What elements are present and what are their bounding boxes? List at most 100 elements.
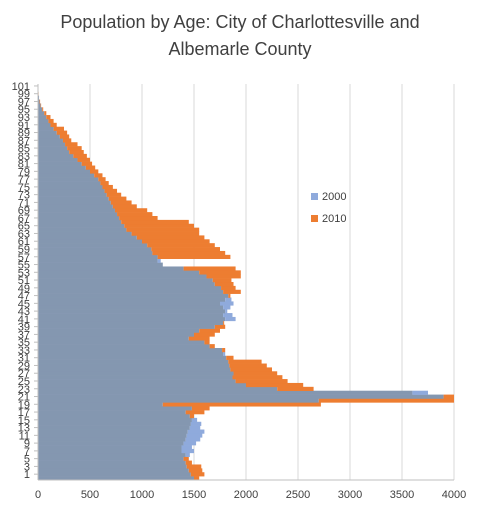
bar-overlap-age-84 bbox=[38, 150, 70, 155]
bar-overlap-age-72 bbox=[38, 196, 109, 201]
bar-2010-excess-age-17 bbox=[185, 410, 205, 415]
bar-overlap-age-65 bbox=[38, 223, 125, 228]
bar-2010-excess-age-97 bbox=[39, 99, 41, 104]
bar-2010-excess-age-2 bbox=[188, 468, 203, 473]
y-tick-label-27: 27 bbox=[18, 368, 30, 380]
bar-overlap-age-60 bbox=[38, 243, 148, 248]
bar-2010-excess-age-49 bbox=[221, 285, 236, 291]
bar-overlap-age-64 bbox=[38, 227, 127, 232]
bar-overlap-age-2 bbox=[38, 468, 189, 473]
bar-2010-excess-age-88 bbox=[59, 134, 70, 139]
y-tick-label-55: 55 bbox=[18, 260, 30, 272]
bar-2010-excess-age-64 bbox=[126, 227, 200, 232]
bar-overlap-age-10 bbox=[38, 437, 186, 442]
bar-overlap-age-93 bbox=[38, 115, 47, 120]
legend-label-2010: 2010 bbox=[322, 213, 346, 225]
y-tick-label-11: 11 bbox=[19, 430, 30, 442]
x-tick-label-7: 3500 bbox=[390, 489, 414, 501]
bar-2000-excess-age-8 bbox=[181, 445, 192, 450]
y-tick-label-31: 31 bbox=[18, 353, 30, 365]
bar-overlap-age-59 bbox=[38, 247, 152, 252]
bar-2000-excess-age-15 bbox=[191, 417, 198, 423]
bar-overlap-age-32 bbox=[38, 351, 224, 357]
bar-2000-excess-age-44 bbox=[223, 305, 231, 310]
bar-2010-excess-age-47 bbox=[228, 293, 231, 298]
bar-overlap-age-66 bbox=[38, 219, 122, 225]
y-tick-label-79: 79 bbox=[18, 166, 30, 178]
bar-2010-excess-age-94 bbox=[44, 111, 47, 116]
bar-2010-excess-age-74 bbox=[104, 188, 118, 194]
bar-overlap-age-45 bbox=[38, 301, 220, 306]
bar-2010-excess-age-86 bbox=[65, 142, 78, 147]
bar-2010-excess-age-95 bbox=[42, 107, 44, 112]
bar-2000-excess-age-6 bbox=[185, 452, 190, 458]
bar-overlap-age-21 bbox=[38, 394, 444, 399]
y-tick-label-75: 75 bbox=[18, 182, 30, 194]
bar-overlap-age-47 bbox=[38, 293, 229, 298]
bar-overlap-age-88 bbox=[38, 134, 60, 139]
bar-2010-excess-age-34 bbox=[209, 344, 215, 349]
bar-overlap-age-79 bbox=[38, 169, 90, 174]
bar-2000-excess-age-43 bbox=[225, 309, 228, 314]
bar-2010-excess-age-16 bbox=[189, 414, 194, 419]
x-tick-label-4: 2000 bbox=[234, 489, 258, 501]
bar-2000-excess-age-42 bbox=[223, 313, 233, 318]
bar-overlap-age-62 bbox=[38, 235, 137, 240]
bar-2010-excess-age-90 bbox=[53, 126, 64, 131]
bar-overlap-age-23 bbox=[38, 386, 278, 392]
bar-overlap-age-25 bbox=[38, 379, 236, 384]
bar-2010-excess-age-89 bbox=[56, 130, 68, 135]
bar-2010-excess-age-92 bbox=[48, 118, 54, 124]
bar-2010-excess-age-81 bbox=[81, 161, 93, 166]
y-tick-label-25: 25 bbox=[18, 376, 30, 388]
bar-2010-excess-age-39 bbox=[214, 324, 226, 329]
y-tick-label-3: 3 bbox=[24, 461, 30, 473]
bar-overlap-age-67 bbox=[38, 216, 120, 221]
bar-2010-excess-age-27 bbox=[233, 371, 278, 376]
bar-overlap-age-87 bbox=[38, 138, 63, 143]
bar-2010-excess-age-24 bbox=[246, 382, 304, 388]
bar-overlap-age-39 bbox=[38, 324, 215, 329]
y-tick-label-83: 83 bbox=[18, 151, 30, 163]
bar-2010-excess-age-57 bbox=[157, 254, 231, 260]
bar-overlap-age-1 bbox=[38, 472, 191, 477]
y-tick-label-87: 87 bbox=[18, 135, 30, 147]
bar-overlap-age-92 bbox=[38, 118, 49, 124]
bar-2010-excess-age-19 bbox=[162, 402, 321, 407]
y-tick-label-69: 69 bbox=[18, 205, 30, 217]
bar-overlap-age-44 bbox=[38, 305, 224, 310]
bar-2010-excess-age-72 bbox=[108, 196, 127, 201]
bars-layer bbox=[38, 84, 454, 481]
y-tick-label-59: 59 bbox=[18, 244, 30, 256]
y-tick-label-41: 41 bbox=[18, 314, 30, 326]
bar-2000-excess-age-22 bbox=[412, 390, 428, 395]
bar-overlap-age-13 bbox=[38, 425, 190, 430]
bar-2010-excess-age-36 bbox=[188, 336, 210, 341]
y-tick-label-43: 43 bbox=[18, 306, 30, 318]
bar-2010-excess-age-25 bbox=[235, 379, 288, 384]
bar-2000-excess-age-11 bbox=[186, 433, 203, 438]
bar-overlap-age-49 bbox=[38, 285, 222, 291]
y-tick-label-89: 89 bbox=[18, 128, 30, 140]
bar-2010-excess-age-53 bbox=[199, 270, 241, 275]
bar-overlap-age-27 bbox=[38, 371, 234, 376]
bar-2010-excess-age-70 bbox=[112, 204, 137, 209]
bar-2010-excess-age-1 bbox=[190, 472, 205, 477]
bar-2010-excess-age-37 bbox=[194, 332, 215, 337]
bar-2010-excess-age-66 bbox=[121, 219, 189, 225]
x-tick-label-6: 3000 bbox=[338, 489, 362, 501]
y-tick-label-9: 9 bbox=[24, 438, 30, 450]
bar-2010-excess-age-48 bbox=[223, 289, 241, 294]
bar-2010-excess-age-60 bbox=[147, 243, 215, 248]
bar-2000-excess-age-46 bbox=[225, 297, 232, 302]
bar-2010-excess-age-79 bbox=[90, 169, 99, 174]
bar-overlap-age-80 bbox=[38, 165, 86, 170]
bar-overlap-age-76 bbox=[38, 181, 101, 186]
bar-overlap-age-81 bbox=[38, 161, 82, 166]
bar-overlap-age-71 bbox=[38, 200, 111, 205]
y-tick-label-21: 21 bbox=[18, 392, 30, 404]
y-tick-label-101: 101 bbox=[12, 81, 30, 93]
bar-overlap-age-90 bbox=[38, 126, 54, 131]
y-tick-label-65: 65 bbox=[18, 221, 30, 233]
bar-2000-excess-age-9 bbox=[183, 441, 197, 446]
